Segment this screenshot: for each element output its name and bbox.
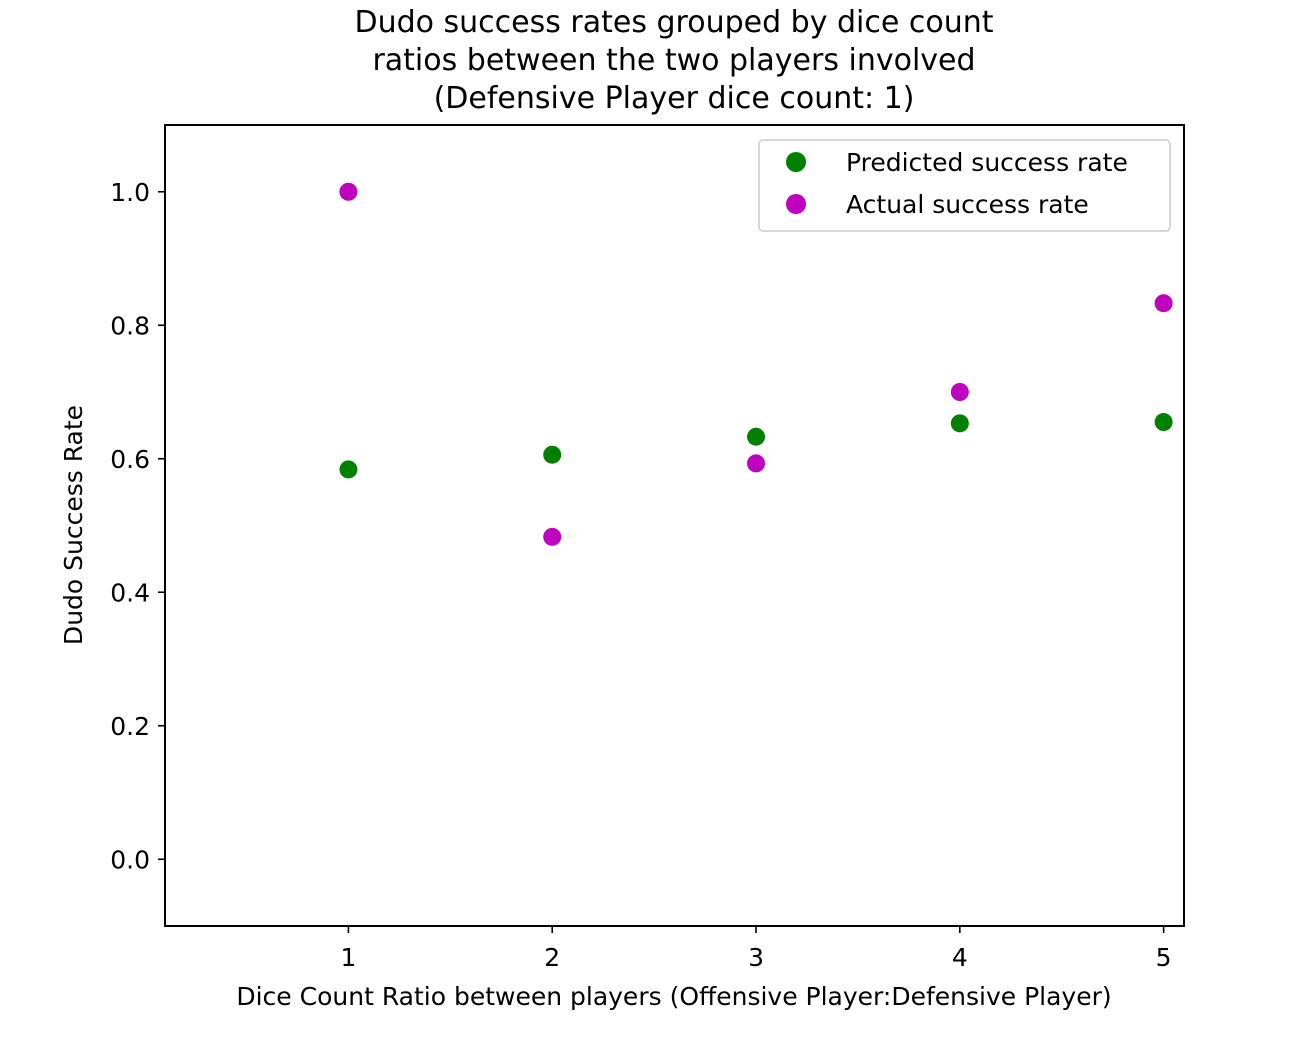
- actual-point: [1154, 294, 1173, 313]
- legend-marker-predicted: [786, 152, 806, 172]
- predicted-point: [747, 427, 766, 446]
- legend-label-actual: Actual success rate: [846, 190, 1089, 219]
- predicted-point: [339, 460, 358, 479]
- legend: Predicted success rate Actual success ra…: [758, 139, 1171, 232]
- predicted-point: [950, 414, 969, 433]
- data-points: [339, 182, 1173, 546]
- x-axis-label: Dice Count Ratio between players (Offens…: [236, 982, 1111, 1011]
- actual-point: [339, 182, 358, 201]
- plot-area-frame: [164, 124, 1185, 927]
- predicted-point: [1154, 413, 1173, 432]
- y-tick-label: 0.4: [110, 578, 150, 607]
- predicted-point: [543, 445, 562, 464]
- y-tick-label: 1.0: [110, 178, 150, 207]
- x-tick-label: 4: [952, 943, 968, 972]
- y-axis-label: Dudo Success Rate: [59, 405, 88, 645]
- legend-marker-actual: [786, 194, 806, 214]
- legend-frame: [758, 139, 1171, 232]
- x-tick-label: 5: [1156, 943, 1172, 972]
- y-tick-label: 0.0: [110, 845, 150, 874]
- actual-point: [747, 454, 766, 473]
- x-tick-label: 2: [544, 943, 560, 972]
- y-tick-label: 0.8: [110, 311, 150, 340]
- chart-title-line-2: ratios between the two players involved: [372, 43, 975, 78]
- actual-point: [950, 383, 969, 401]
- chart-title-line-3: (Defensive Player dice count: 1): [434, 81, 915, 116]
- x-tick-label: 1: [340, 943, 356, 972]
- legend-label-predicted: Predicted success rate: [846, 148, 1128, 177]
- x-tick-label: 3: [748, 943, 764, 972]
- chart-title-line-1: Dudo success rates grouped by dice count: [354, 5, 993, 40]
- actual-point: [543, 527, 562, 546]
- axis-ticks: 1 2 3 4 5 0.0 0.2 0.4 0.6 0.8 1.0: [110, 178, 1171, 972]
- y-tick-label: 0.2: [110, 712, 150, 741]
- y-tick-label: 0.6: [110, 445, 150, 474]
